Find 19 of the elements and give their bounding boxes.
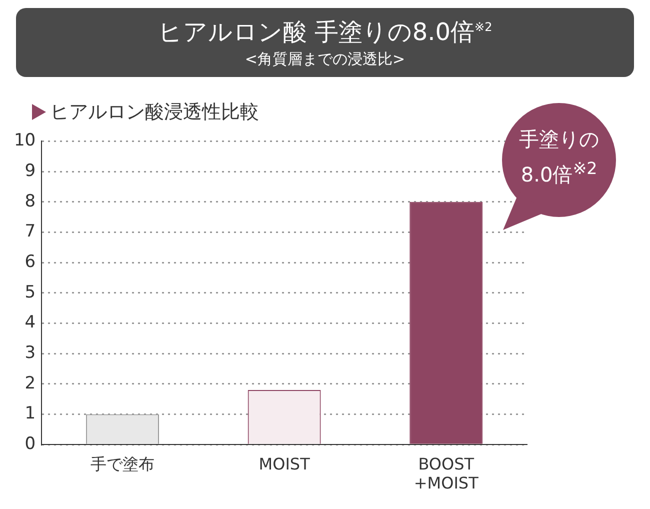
chart-subtitle: <角質層までの浸透比> <box>244 50 406 69</box>
y-tick-label: 8 <box>24 191 36 212</box>
y-tick-label: 6 <box>24 252 36 272</box>
bar <box>410 202 483 444</box>
x-tick-label: BOOST +MOIST <box>414 454 479 493</box>
y-tick-label: 9 <box>24 160 36 181</box>
y-tick-label: 2 <box>24 373 36 394</box>
chart-title: ヒアルロン酸 手塗りの8.0倍$^{※2}$ <box>156 17 494 48</box>
annotation: 手塗りの 8.0倍$^{※2}$ <box>518 126 600 189</box>
y-tick-label: 4 <box>24 312 36 333</box>
y-tick-label: 7 <box>24 222 36 242</box>
y-tick-label: 10 <box>14 130 36 151</box>
y-tick-label: 5 <box>24 282 36 302</box>
x-tick-label: 手で塗布 <box>90 454 155 474</box>
text: ヒアルロン酸浸透性比較 <box>50 100 259 125</box>
y-tick-label: 1 <box>24 404 36 424</box>
y-tick-label: 3 <box>24 343 36 363</box>
x-tick-label: MOIST <box>258 454 310 474</box>
y-tick-label: 0 <box>24 434 36 454</box>
